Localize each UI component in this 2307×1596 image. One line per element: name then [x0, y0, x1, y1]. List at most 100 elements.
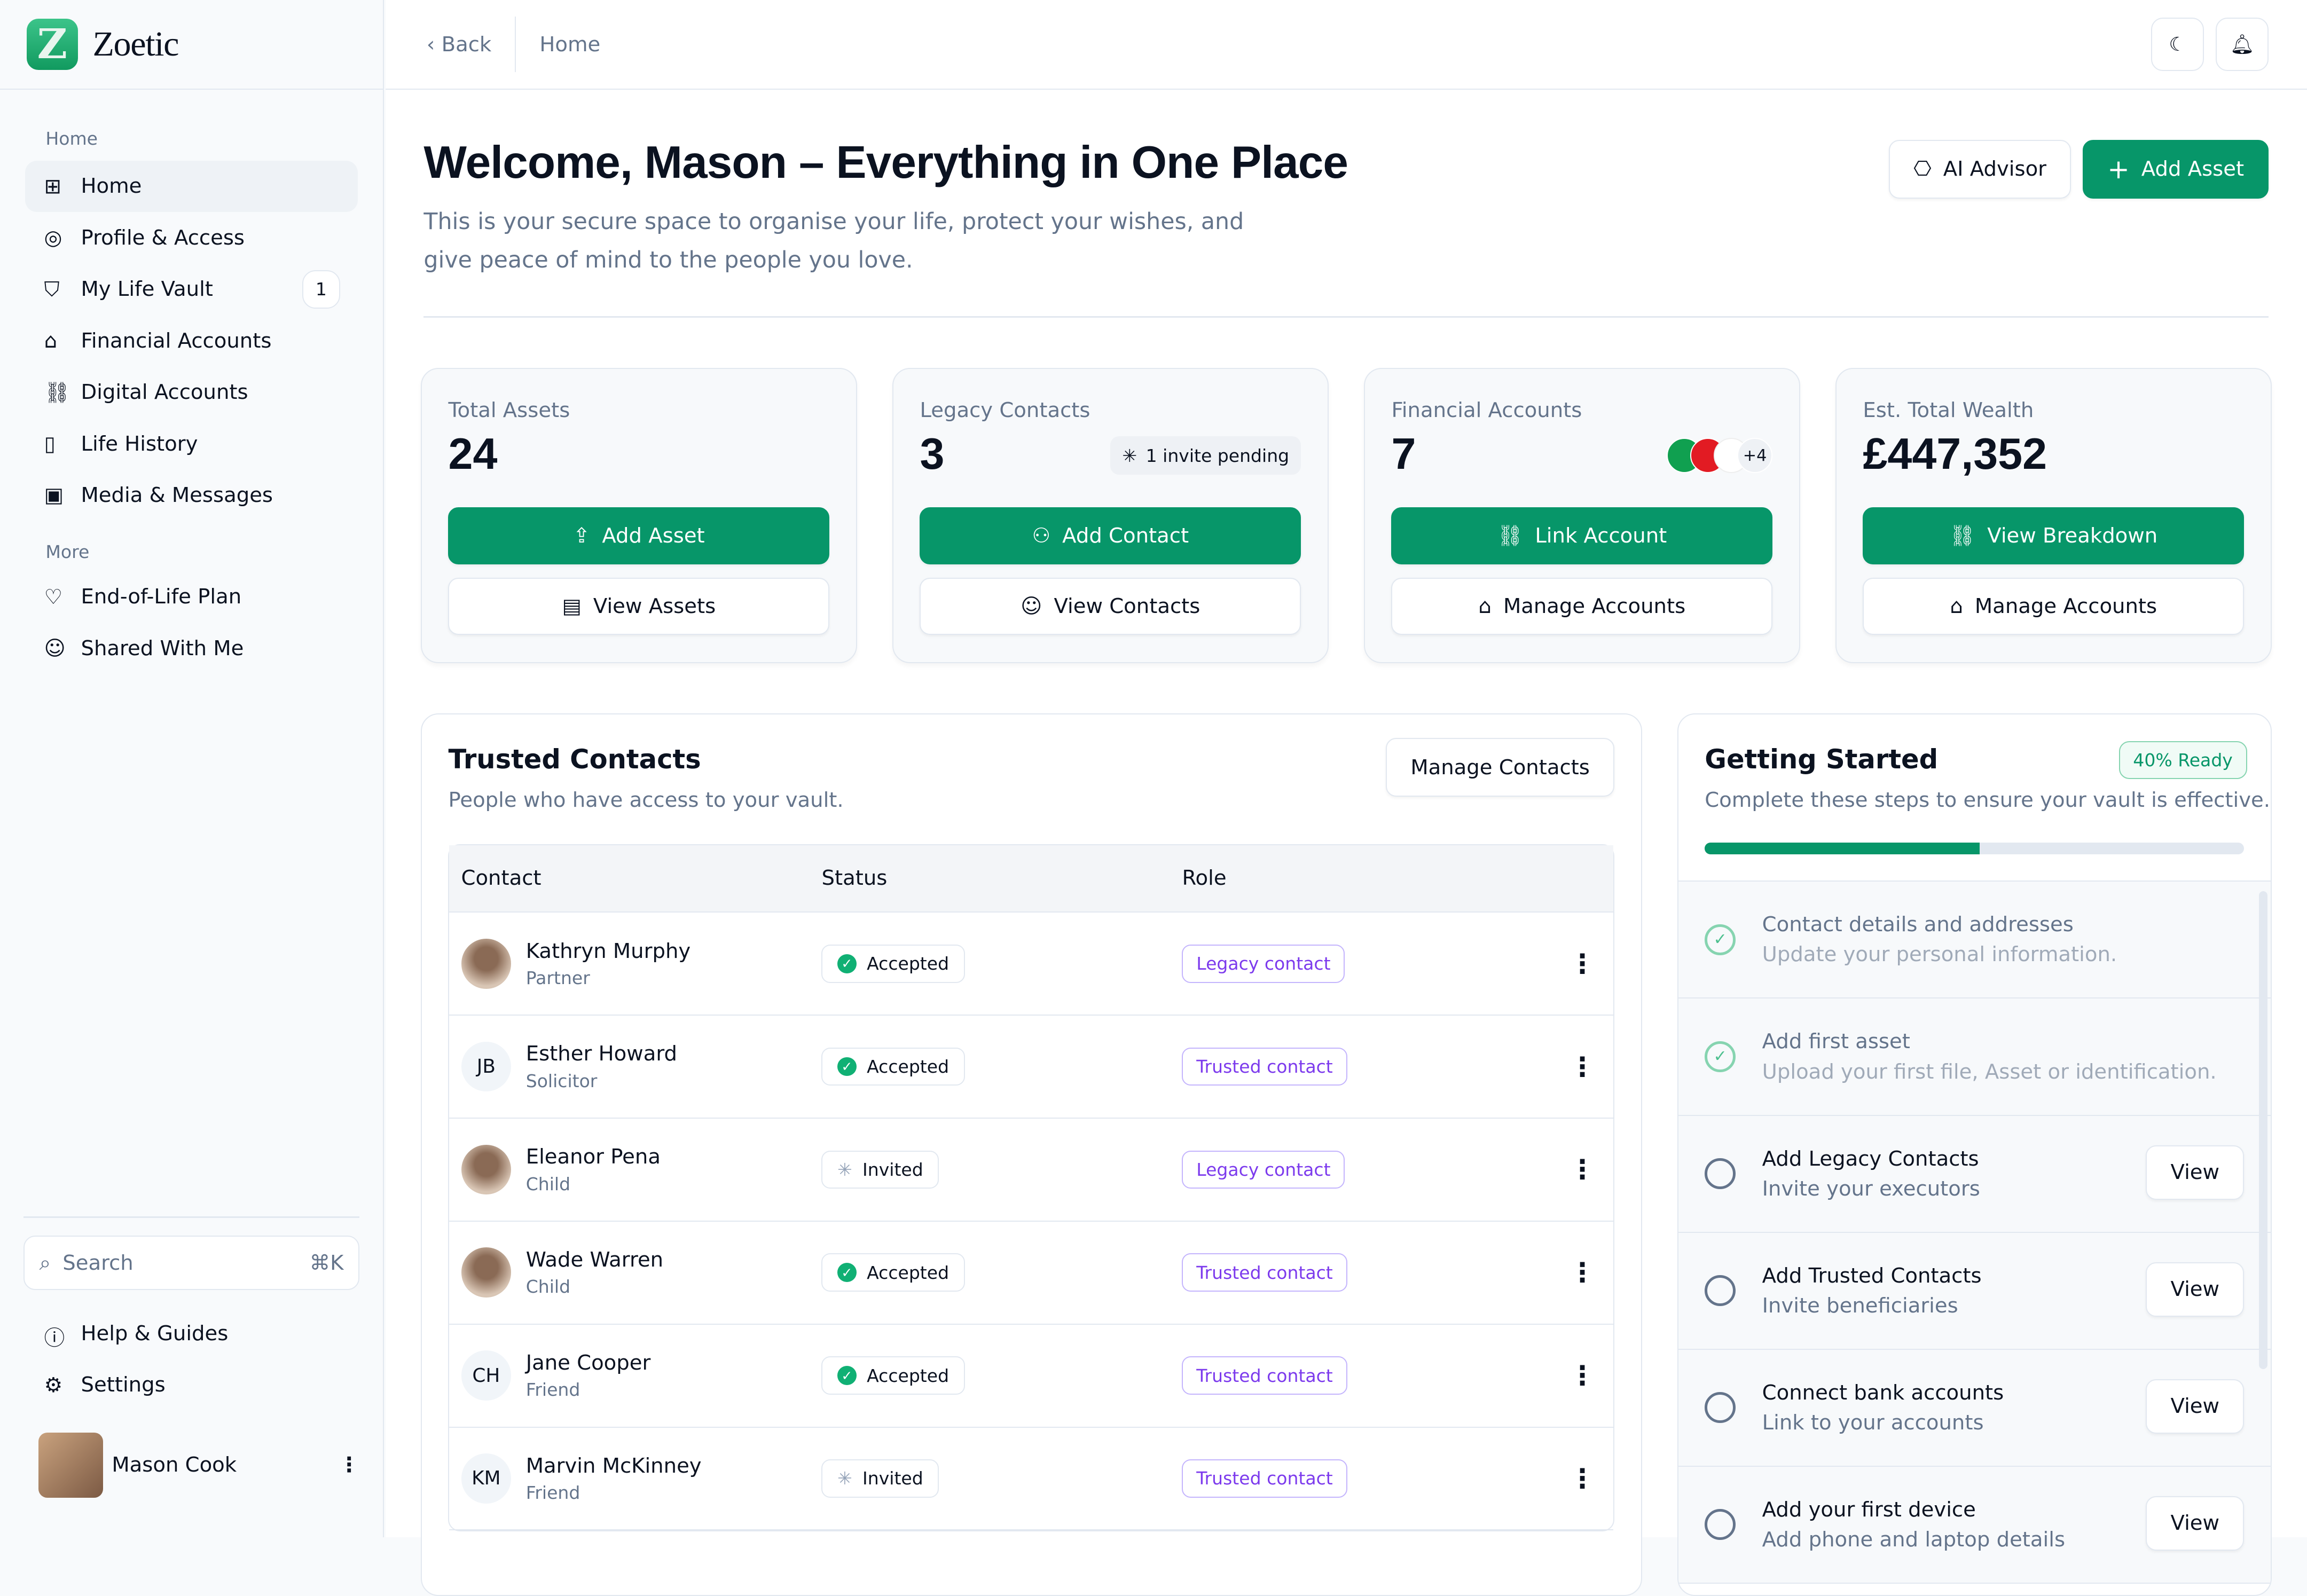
- view-step-button[interactable]: View: [2146, 1145, 2245, 1200]
- users-icon: ☺: [44, 636, 66, 661]
- loader-icon: ✳: [837, 1159, 852, 1180]
- document-icon: ▤: [562, 594, 582, 619]
- link-icon: ⛓: [1497, 523, 1524, 548]
- card-label: Est. Total Wealth: [1863, 398, 2034, 422]
- table-row[interactable]: Wade Warren Child ✓ Accepted Trusted conta…: [449, 1222, 1613, 1325]
- view-step-button[interactable]: View: [2146, 1379, 2245, 1434]
- card-secondary-button[interactable]: ⌂ Manage Accounts: [1391, 577, 1773, 635]
- table-row[interactable]: JB Esther Howard Solicitor ✓ Accepted Trust…: [449, 1016, 1613, 1119]
- sidebar-item-home[interactable]: ⊞ Home: [25, 160, 358, 213]
- user-profile[interactable]: Mason Cook ⋮: [38, 1432, 359, 1499]
- role-badge: Trusted contact: [1182, 1356, 1347, 1395]
- empty-circle-icon: [1705, 1158, 1736, 1189]
- help-icon: ⓘ: [44, 1326, 65, 1351]
- search-input[interactable]: ⌕ Search ⌘K: [23, 1236, 359, 1291]
- sidebar-item-shared-with-me[interactable]: ☺ Shared With Me: [25, 623, 358, 674]
- back-label: Back: [441, 32, 492, 57]
- sidebar-item-media-messages[interactable]: ▣ Media & Messages: [25, 469, 358, 521]
- sidebar-item-help-guides[interactable]: ⓘ Help & Guides: [25, 1308, 358, 1359]
- step-desc: Add phone and laptop details: [1762, 1527, 2066, 1552]
- stat-card: Legacy Contacts 3 ✳ 1 invite pending ⚇ Add C…: [892, 367, 1329, 664]
- book-icon: ▯: [44, 431, 56, 456]
- stat-card: Financial Accounts 7 +4 ⛓ Link Account ⌂ Man…: [1363, 367, 1800, 664]
- button-label: Link Account: [1535, 523, 1667, 548]
- add-asset-label: Add Asset: [2141, 157, 2245, 182]
- view-step-button[interactable]: View: [2146, 1262, 2245, 1317]
- breadcrumb[interactable]: Home: [539, 32, 601, 57]
- panel-subtitle: People who have access to your vault.: [448, 788, 844, 812]
- contact-cell: Wade Warren Child: [449, 1222, 810, 1325]
- role-cell: Legacy contact: [1170, 913, 1540, 1016]
- card-primary-button[interactable]: ⇪ Add Asset: [448, 507, 830, 565]
- count-badge: 1: [302, 270, 341, 309]
- page-subtitle: This is your secure space to organise yo…: [423, 208, 1244, 273]
- ai-advisor-label: AI Advisor: [1943, 157, 2047, 182]
- table-row[interactable]: Eleanor Pena Child ✳ Invited Legacy contac…: [449, 1119, 1613, 1222]
- more-options-icon[interactable]: ⋮: [1540, 1016, 1613, 1119]
- section-label-more: More: [45, 541, 90, 563]
- theme-toggle-button[interactable]: ☾: [2151, 18, 2204, 71]
- sidebar-item-end-of-life-plan[interactable]: ♡ End-of-Life Plan: [25, 571, 358, 623]
- status-cell: ✳ Invited: [810, 1428, 1171, 1531]
- contact-name: Eleanor Pena: [525, 1145, 661, 1169]
- loader-icon: ✳: [837, 1468, 852, 1489]
- avatar: CH: [461, 1350, 512, 1401]
- topbar: ‹ Back Home ☾ 🔔︎: [385, 0, 2307, 90]
- table-row[interactable]: CH Jane Cooper Friend ✓ Accepted Trusted co…: [449, 1325, 1613, 1428]
- logo[interactable]: Z Zoetic: [0, 0, 383, 90]
- user-menu-icon[interactable]: ⋮: [339, 1453, 359, 1477]
- more-options-icon[interactable]: ⋮: [1540, 1428, 1613, 1531]
- card-primary-button[interactable]: ⚇ Add Contact: [920, 507, 1301, 565]
- add-asset-button[interactable]: + Add Asset: [2083, 139, 2269, 199]
- ai-advisor-button[interactable]: ⎔ AI Advisor: [1888, 139, 2071, 199]
- step-title: Contact details and addresses: [1762, 913, 2074, 937]
- sidebar-item-my-life-vault[interactable]: ⛉ My Life Vault 1: [25, 264, 358, 315]
- table-row[interactable]: KM Marvin McKinney Friend ✳ Invited Trusted…: [449, 1428, 1613, 1531]
- contact-relation: Child: [525, 1173, 571, 1194]
- more-options-icon[interactable]: ⋮: [1540, 1222, 1613, 1325]
- sidebar-item-label: Digital Accounts: [81, 380, 248, 405]
- card-secondary-button[interactable]: ▤ View Assets: [448, 577, 830, 635]
- back-button[interactable]: ‹ Back: [427, 16, 516, 73]
- status-cell: ✳ Invited: [810, 1119, 1171, 1222]
- getting-started-panel: Getting Started Complete these steps to …: [1677, 713, 2272, 1596]
- heart-hand-icon: ♡: [44, 585, 63, 609]
- status-cell: ✓ Accepted: [810, 1222, 1171, 1325]
- check-circle-icon: ✓: [837, 954, 857, 973]
- section-label-home: Home: [45, 128, 98, 149]
- shield-check-icon: ⛉: [44, 277, 60, 302]
- sidebar-item-label: Media & Messages: [81, 483, 273, 507]
- step-desc: Link to your accounts: [1762, 1410, 1984, 1435]
- card-secondary-button[interactable]: ⌂ Manage Accounts: [1863, 577, 2245, 635]
- more-options-icon[interactable]: ⋮: [1540, 1119, 1613, 1222]
- pending-pill: ✳ 1 invite pending: [1110, 436, 1301, 475]
- sidebar-item-profile-access[interactable]: ◎ Profile & Access: [25, 212, 358, 263]
- contact-relation: Child: [525, 1276, 571, 1298]
- card-primary-button[interactable]: ⛓ View Breakdown: [1863, 507, 2245, 565]
- step-desc: Invite your executors: [1762, 1176, 1980, 1201]
- sidebar-item-life-history[interactable]: ▯ Life History: [25, 418, 358, 469]
- notifications-button[interactable]: 🔔︎: [2216, 18, 2269, 71]
- avatar: [461, 938, 512, 989]
- card-value: 7: [1391, 428, 1416, 478]
- sidebar-item-digital-accounts[interactable]: ⛓ Digital Accounts: [25, 366, 358, 418]
- status-text: Accepted: [867, 1365, 950, 1386]
- more-options-icon[interactable]: ⋮: [1540, 1325, 1613, 1428]
- step-title: Add Legacy Contacts: [1762, 1146, 1979, 1171]
- check-circle-icon: ✓: [837, 1366, 857, 1386]
- contact-name: Esther Howard: [525, 1042, 677, 1066]
- status-text: Invited: [862, 1468, 923, 1489]
- more-options-icon[interactable]: ⋮: [1540, 913, 1613, 1016]
- scrollbar[interactable]: [2258, 891, 2268, 1370]
- table-row[interactable]: Kathryn Murphy Partner ✓ Accepted Legacy c…: [449, 913, 1613, 1016]
- stat-card: Total Assets 24 ⇪ Add Asset ▤ View Assets: [420, 367, 857, 664]
- sidebar-item-label: Profile & Access: [81, 225, 245, 250]
- sidebar-item-financial-accounts[interactable]: ⌂ Financial Accounts: [25, 315, 358, 366]
- card-secondary-button[interactable]: ☺ View Contacts: [920, 577, 1301, 635]
- card-primary-button[interactable]: ⛓ Link Account: [1391, 507, 1773, 565]
- view-step-button[interactable]: View: [2146, 1496, 2245, 1551]
- status-badge: ✓ Accepted: [821, 1253, 965, 1292]
- manage-contacts-button[interactable]: Manage Contacts: [1386, 738, 1614, 797]
- sidebar-item-settings[interactable]: ⚙ Settings: [25, 1359, 358, 1411]
- checklist-item: ✓ Contact details and addresses Update you…: [1678, 882, 2271, 999]
